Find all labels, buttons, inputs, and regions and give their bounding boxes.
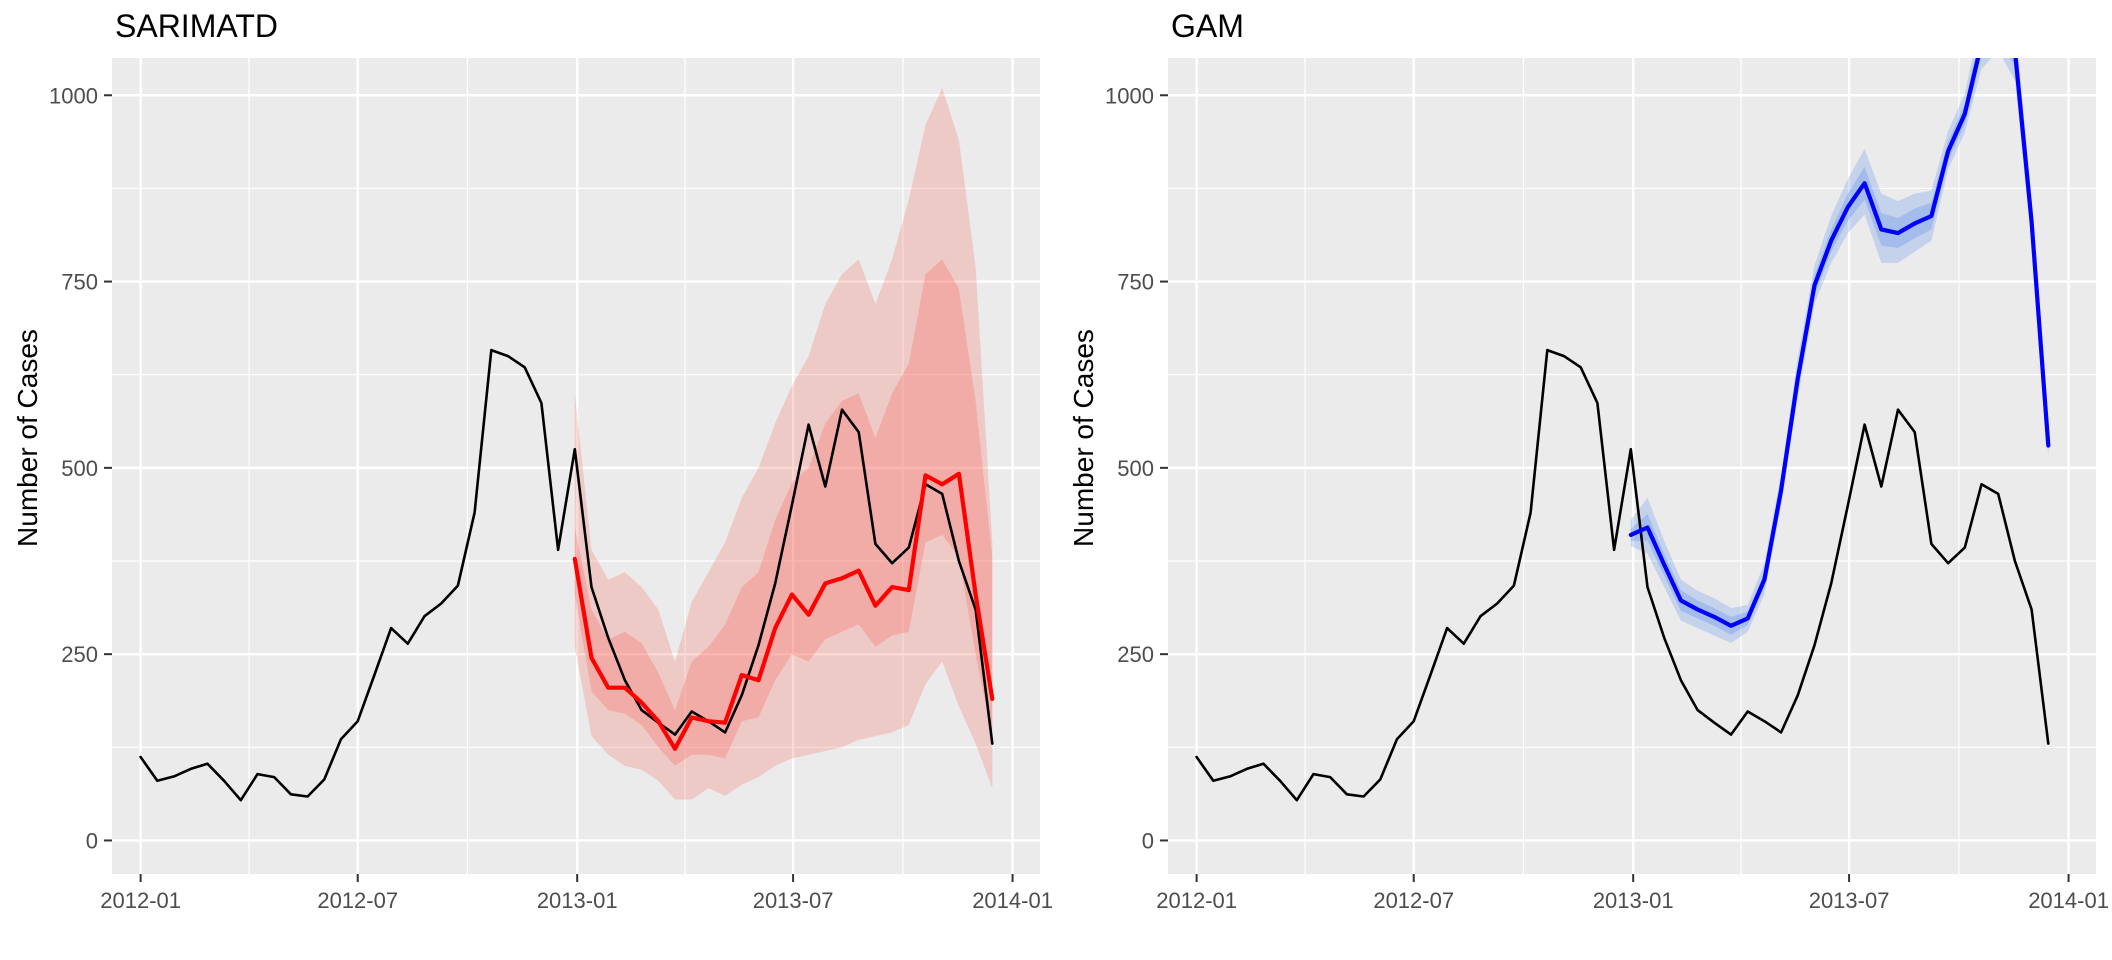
gam-plot: 0 250 500 750 1000 2012-01 2012-07 2013-01 2013-… <box>1105 58 2109 913</box>
plot-area <box>1195 58 2051 802</box>
x-tick-label: 2014-01 <box>972 888 1053 913</box>
y-tick-label: 0 <box>1142 828 1154 853</box>
observed-series-line <box>1195 348 2050 802</box>
y-tick-label: 1000 <box>49 83 98 108</box>
chart-title: SARIMATD <box>115 8 278 44</box>
x-tick-label: 2012-01 <box>1156 888 1237 913</box>
outer-prediction-band <box>574 87 993 800</box>
x-tick-label: 2014-01 <box>2028 888 2109 913</box>
x-tick-label: 2013-07 <box>753 888 834 913</box>
x-tick-label: 2013-07 <box>1809 888 1890 913</box>
chart-title: GAM <box>1171 8 1244 44</box>
y-tick-label: 750 <box>1117 270 1154 295</box>
x-tick-label: 2012-07 <box>317 888 398 913</box>
y-tick-label: 500 <box>1117 456 1154 481</box>
y-tick-label: 250 <box>61 642 98 667</box>
plot-area <box>139 87 995 802</box>
sarimatd-panel: SARIMATD Number of Cases 0 250 500 750 1000 2… <box>12 8 1053 913</box>
inner-prediction-band <box>1630 58 2049 635</box>
y-tick-label: 500 <box>61 456 98 481</box>
sarimatd-plot: 0 250 500 750 1000 2012-01 2012-07 2013-01 2013-… <box>49 58 1053 913</box>
forecast-series-line <box>1628 58 2051 628</box>
y-tick-label: 1000 <box>1105 83 1154 108</box>
inner-prediction-band <box>574 259 993 766</box>
y-tick-label: 250 <box>1117 642 1154 667</box>
gam-panel: GAM Number of Cases 0 250 500 750 1000 2012-0… <box>1056 0 2112 960</box>
observed-series-line <box>139 348 994 802</box>
x-tick-label: 2012-07 <box>1373 888 1454 913</box>
x-tick-label: 2013-01 <box>537 888 618 913</box>
y-tick-label: 750 <box>61 270 98 295</box>
y-tick-label: 0 <box>86 828 98 853</box>
x-tick-label: 2013-01 <box>1593 888 1674 913</box>
x-tick-label: 2012-01 <box>100 888 181 913</box>
forecast-series-line <box>572 471 995 751</box>
